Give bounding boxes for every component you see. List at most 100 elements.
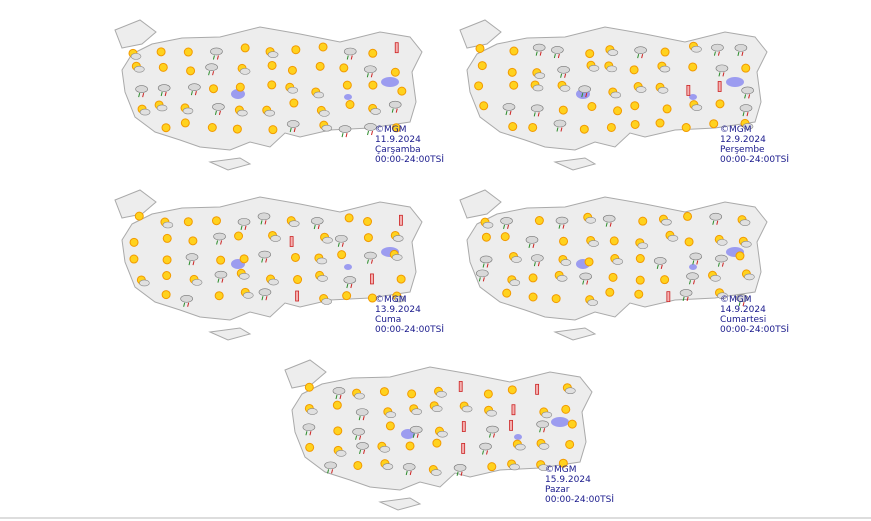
rain — [142, 92, 145, 98]
weather-icon — [509, 251, 522, 263]
cloud — [239, 68, 251, 75]
thermometer — [509, 419, 513, 431]
weather-icon — [739, 104, 753, 117]
weather-icon — [525, 236, 539, 248]
weather-icon — [429, 401, 443, 413]
weather-icon — [162, 255, 172, 265]
cloud — [661, 218, 672, 226]
weather-icon — [602, 214, 616, 227]
weather-icon — [338, 125, 352, 138]
cloud — [288, 220, 300, 227]
sun — [367, 293, 377, 303]
cloud — [691, 104, 703, 111]
sun — [630, 119, 640, 129]
sun — [342, 80, 352, 90]
sun — [305, 442, 315, 452]
weather-icon — [394, 42, 399, 54]
thermometer — [399, 214, 403, 226]
weather-icon — [630, 101, 640, 111]
rain — [194, 91, 197, 96]
rain — [240, 225, 243, 230]
weather-icon — [363, 217, 373, 227]
sun — [715, 99, 725, 109]
rain — [335, 394, 338, 400]
weather-icon — [189, 274, 203, 286]
rain — [363, 449, 366, 455]
rain — [528, 243, 531, 248]
cloud — [741, 86, 754, 95]
weather-icon — [477, 61, 487, 71]
rain — [138, 92, 141, 98]
weather-icon — [509, 46, 519, 56]
cloud — [538, 464, 549, 471]
sun — [342, 291, 352, 301]
sun — [293, 275, 303, 285]
weather-icon — [212, 103, 225, 116]
rain — [503, 224, 506, 230]
weather-icon — [258, 288, 272, 301]
cloud — [402, 463, 416, 471]
sun — [684, 237, 694, 247]
sun — [509, 80, 519, 90]
weather-icon — [741, 63, 751, 73]
cloud — [180, 294, 193, 303]
cloud — [182, 107, 194, 115]
sun — [479, 101, 489, 111]
sun — [287, 65, 297, 75]
rain — [160, 91, 163, 97]
cloud — [476, 269, 489, 278]
weather-icon — [715, 64, 729, 77]
rain — [746, 111, 749, 117]
rain — [742, 111, 745, 117]
rain — [187, 302, 190, 307]
cloud — [607, 49, 619, 56]
weather-icon — [240, 43, 250, 53]
rain — [212, 55, 215, 60]
sun — [235, 82, 245, 92]
weather-icon — [210, 47, 223, 60]
cloud — [431, 469, 442, 476]
cloud — [313, 91, 325, 99]
cloud — [606, 65, 618, 73]
weather-icon — [459, 401, 473, 413]
rain — [350, 55, 353, 60]
weather-icon — [337, 250, 347, 260]
cloud — [431, 405, 443, 413]
weather-icon — [295, 290, 300, 302]
weather-icon — [235, 82, 245, 92]
weather-icon — [509, 80, 519, 90]
weather-icon — [385, 421, 395, 431]
sun — [214, 291, 224, 301]
rain — [744, 94, 747, 99]
cloud — [324, 461, 337, 470]
sun — [508, 122, 518, 132]
weather-icon — [453, 463, 467, 476]
sun — [345, 100, 355, 110]
cloud — [370, 108, 381, 115]
weather-icon — [679, 289, 693, 302]
weather-icon — [587, 102, 597, 112]
rain — [537, 261, 540, 267]
weather-icon — [583, 212, 597, 224]
sun — [390, 67, 400, 77]
weather-icon — [555, 216, 569, 229]
rain — [265, 296, 268, 301]
rain — [532, 243, 535, 248]
cloud — [515, 443, 526, 451]
rain — [717, 51, 720, 56]
rain — [722, 72, 725, 77]
rain — [696, 260, 699, 265]
rain — [741, 51, 744, 57]
cloud — [509, 279, 521, 287]
rain — [560, 73, 563, 78]
cloud — [486, 409, 497, 417]
sun — [629, 65, 639, 75]
weather-icon — [536, 420, 549, 433]
rain — [355, 435, 358, 440]
cloud — [343, 47, 357, 56]
weather-icon — [368, 103, 381, 115]
weather-icon — [397, 86, 407, 96]
weather-icon — [605, 287, 615, 297]
weather-icon — [561, 404, 571, 414]
rain — [395, 108, 398, 113]
